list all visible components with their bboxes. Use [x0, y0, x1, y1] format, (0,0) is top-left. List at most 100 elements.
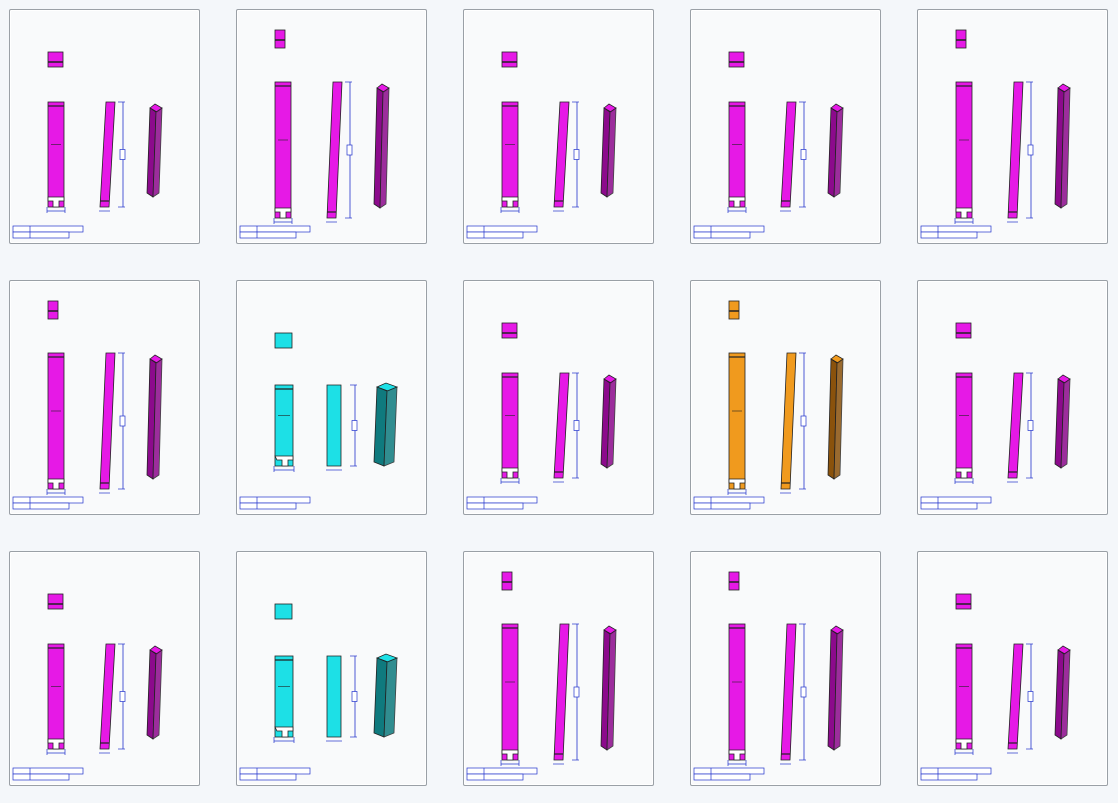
- side-view: [780, 623, 797, 761]
- dimension-label-box: [119, 149, 126, 160]
- drawing-thumbnail-7[interactable]: [236, 280, 427, 515]
- side-view: [553, 372, 570, 479]
- top-view: [955, 29, 967, 49]
- title-block-row: [693, 773, 751, 781]
- title-block-row: [920, 773, 978, 781]
- front-view: [47, 643, 65, 750]
- front-view-slot: [501, 749, 519, 761]
- iso-side-face: [152, 358, 163, 480]
- top-view: [47, 593, 64, 610]
- front-view: [728, 623, 746, 761]
- iso-side-face: [152, 107, 163, 198]
- title-block-row: [466, 231, 524, 239]
- dimension-label-box: [573, 420, 580, 431]
- drawing-thumbnail-8[interactable]: [463, 280, 654, 515]
- side-view: [99, 101, 116, 208]
- drawing-sheet: [466, 51, 617, 239]
- title-block-row: [466, 496, 538, 504]
- side-view: [780, 101, 797, 208]
- iso-side-face: [833, 629, 844, 751]
- dimension-label-box: [800, 149, 807, 160]
- dimension-label-box: [119, 415, 126, 427]
- title-block-row: [239, 231, 297, 239]
- iso-side-face: [606, 107, 617, 198]
- side-view: [553, 623, 570, 761]
- dimension-label-box: [1027, 420, 1034, 431]
- drawing-thumbnail-10[interactable]: [917, 280, 1108, 515]
- drawing-sheet: [693, 51, 844, 239]
- title-block-row: [693, 225, 765, 233]
- front-view: [274, 384, 294, 467]
- front-view: [955, 81, 973, 219]
- title-block-row: [920, 225, 992, 233]
- front-view-slot: [47, 738, 65, 750]
- front-view: [728, 101, 746, 208]
- title-block-row: [239, 767, 311, 775]
- drawing-sheet: [693, 571, 844, 781]
- drawing-thumbnail-15[interactable]: [917, 551, 1108, 786]
- front-view: [501, 372, 519, 479]
- iso-side-face: [1060, 87, 1071, 209]
- drawing-sheet: [466, 571, 617, 781]
- top-view: [501, 51, 518, 68]
- dimension-label-box: [1027, 691, 1034, 702]
- top-view: [274, 332, 293, 349]
- iso-side-face: [1060, 649, 1071, 740]
- title-block-row: [693, 231, 751, 239]
- front-view: [955, 643, 973, 750]
- drawing-thumbnail-12[interactable]: [236, 551, 427, 786]
- front-view-slot: [274, 455, 294, 467]
- dimension-label-box: [351, 691, 358, 702]
- drawing-sheet: [466, 322, 617, 510]
- title-block-row: [12, 231, 70, 239]
- top-view: [274, 603, 293, 620]
- side-view: [99, 352, 116, 490]
- iso-side-face: [606, 378, 617, 469]
- title-block-row: [920, 496, 992, 504]
- iso-side-face: [379, 87, 390, 209]
- front-view-slot: [955, 467, 973, 479]
- title-block-row: [693, 767, 765, 775]
- title-block-row: [466, 502, 524, 510]
- title-block-row: [12, 767, 84, 775]
- front-view-slot: [274, 207, 292, 219]
- drawing-thumbnail-1[interactable]: [9, 9, 200, 244]
- top-view: [47, 51, 64, 68]
- drawing-thumbnail-2[interactable]: [236, 9, 427, 244]
- top-view: [955, 322, 972, 339]
- dimension-label-box: [573, 149, 580, 160]
- title-block-row: [239, 496, 311, 504]
- dimension-label-box: [800, 686, 807, 698]
- title-block-row: [466, 773, 524, 781]
- title-block-row: [920, 502, 978, 510]
- drawing-thumbnail-14[interactable]: [690, 551, 881, 786]
- iso-side-face: [1060, 378, 1071, 469]
- title-block-row: [693, 496, 765, 504]
- drawing-sheet: [239, 603, 399, 781]
- title-block-row: [920, 767, 992, 775]
- drawing-sheet: [920, 593, 1071, 781]
- drawing-sheet: [920, 322, 1071, 510]
- top-view: [955, 593, 972, 610]
- drawing-thumbnail-5[interactable]: [917, 9, 1108, 244]
- drawing-thumbnail-13[interactable]: [463, 551, 654, 786]
- drawing-thumbnail-4[interactable]: [690, 9, 881, 244]
- dimension-label-box: [119, 691, 126, 702]
- dimension-label-box: [1027, 144, 1034, 156]
- drawing-thumbnail-9[interactable]: [690, 280, 881, 515]
- iso-side-face: [833, 107, 844, 198]
- title-block-row: [12, 225, 84, 233]
- front-view-slot: [955, 738, 973, 750]
- drawing-thumbnail-3[interactable]: [463, 9, 654, 244]
- top-view: [728, 571, 740, 591]
- front-view: [501, 623, 519, 761]
- title-block-row: [12, 496, 84, 504]
- drawing-thumbnail-6[interactable]: [9, 280, 200, 515]
- front-view: [728, 352, 746, 490]
- front-view-slot: [47, 196, 65, 208]
- drawing-thumbnail-11[interactable]: [9, 551, 200, 786]
- front-view: [955, 372, 973, 479]
- side-view: [326, 81, 343, 219]
- drawing-sheet: [12, 593, 163, 781]
